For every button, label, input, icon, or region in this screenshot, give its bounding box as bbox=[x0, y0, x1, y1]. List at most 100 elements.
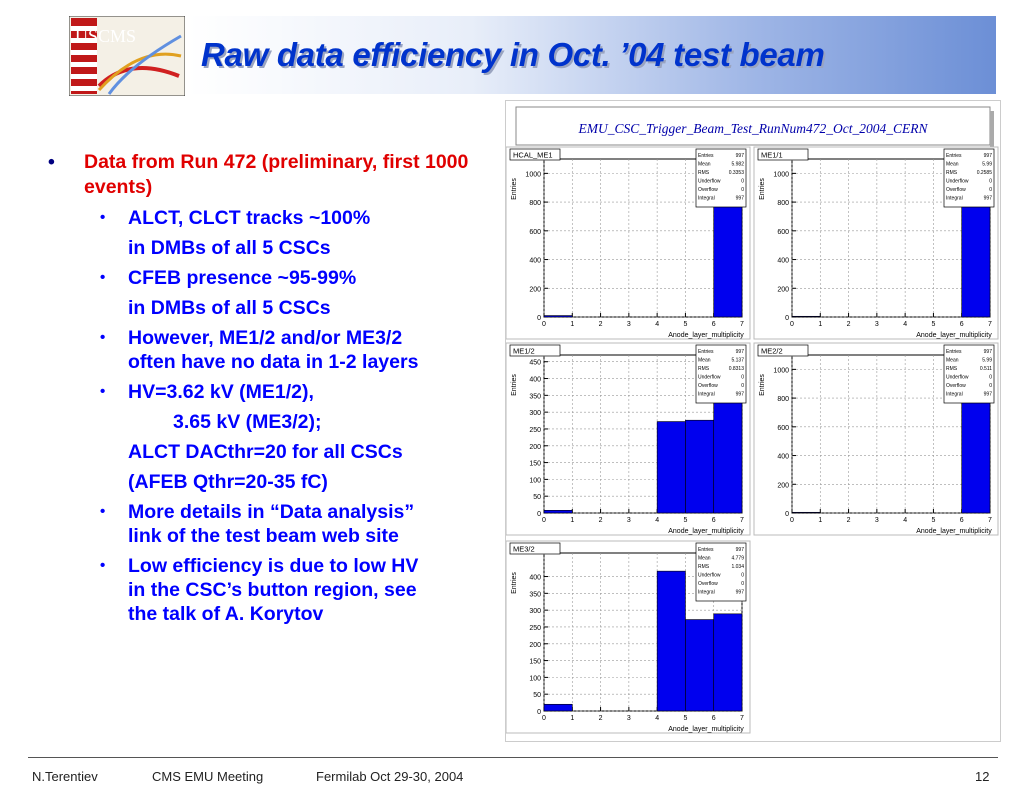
y-tick-label: 350 bbox=[529, 393, 541, 400]
stats-value: 5.137 bbox=[731, 358, 744, 364]
stats-value: 997 bbox=[984, 392, 993, 398]
stats-value: 0.2585 bbox=[977, 170, 993, 176]
histogram-panel: 0 200 400 600 800 1000 0 1 2 3 4 5 6 7 HCAL_ME1 Entries… bbox=[506, 146, 751, 340]
sub-bullet-line: link of the test beam web site bbox=[128, 525, 399, 547]
histogram-bar bbox=[656, 421, 686, 514]
y-tick-label: 600 bbox=[529, 229, 541, 236]
stats-value: 997 bbox=[736, 349, 745, 355]
slide-title: Raw data efficiency in Oct. ’04 test bea… bbox=[201, 36, 825, 73]
stats-key: Mean bbox=[946, 358, 959, 364]
stats-box bbox=[695, 148, 747, 208]
bullet-dot: • bbox=[100, 503, 106, 520]
y-tick-label: 400 bbox=[777, 258, 789, 265]
y-axis-label: Entries bbox=[511, 572, 518, 594]
y-tick-label: 150 bbox=[529, 659, 541, 666]
x-tick-label: 0 bbox=[542, 517, 546, 524]
x-tick-label: 4 bbox=[903, 517, 907, 524]
y-tick-label: 0 bbox=[785, 315, 789, 322]
sub-bullet: • However, ME1/2 and/or ME3/2 often have n… bbox=[48, 326, 498, 374]
histogram-bar bbox=[791, 315, 821, 318]
stats-key: RMS bbox=[698, 170, 710, 176]
stats-key: Entries bbox=[698, 349, 714, 355]
sub-bullet-line: CFEB presence ~95-99% bbox=[128, 267, 357, 289]
stats-key: RMS bbox=[946, 366, 958, 372]
stats-key: RMS bbox=[698, 366, 710, 372]
stats-value: 997 bbox=[736, 153, 745, 159]
sub-bullet-line: ALCT, CLCT tracks ~100% bbox=[128, 207, 371, 229]
footer-divider bbox=[28, 757, 998, 758]
x-tick-label: 5 bbox=[931, 321, 935, 328]
sub-bullet: • ALCT, CLCT tracks ~100% bbox=[48, 206, 498, 230]
sub-bullet-continuation: in DMBs of all 5 CSCs bbox=[128, 237, 331, 259]
y-tick-label: 200 bbox=[777, 286, 789, 293]
y-tick-label: 200 bbox=[529, 286, 541, 293]
sub-bullet-line: HV=3.62 kV (ME1/2), bbox=[128, 381, 314, 403]
histogram-bar bbox=[656, 570, 686, 712]
histogram-panel: 0 50 100 150 200 250 300 350 400 0 1 2 3 4 5 6 7 ME3/2 Ent… bbox=[506, 540, 751, 734]
figure-title-box bbox=[515, 106, 991, 146]
y-tick-label: 200 bbox=[529, 642, 541, 649]
x-tick-label: 6 bbox=[712, 321, 716, 328]
stats-value: 5.99 bbox=[982, 162, 992, 168]
bullet-list: • Data from Run 472 (preliminary, first 1… bbox=[48, 150, 498, 626]
y-tick-label: 600 bbox=[777, 425, 789, 432]
bullet-dot: • bbox=[48, 151, 55, 173]
stats-key: Integral bbox=[698, 392, 715, 398]
x-tick-label: 6 bbox=[712, 715, 716, 722]
stats-value: 997 bbox=[736, 392, 745, 398]
panel-name-box bbox=[509, 344, 561, 357]
x-tick-label: 5 bbox=[683, 321, 687, 328]
x-tick-label: 7 bbox=[740, 321, 744, 328]
y-tick-label: 800 bbox=[777, 396, 789, 403]
y-tick-label: 0 bbox=[537, 315, 541, 322]
figure-title: EMU_CSC_Trigger_Beam_Test_RunNum472_Oct_… bbox=[577, 121, 928, 136]
y-tick-label: 150 bbox=[529, 461, 541, 468]
stats-key: Overflow bbox=[698, 581, 718, 587]
stats-key: Underflow bbox=[698, 375, 721, 381]
stats-box bbox=[943, 148, 995, 208]
stats-key: Integral bbox=[946, 392, 963, 398]
x-tick-label: 0 bbox=[790, 517, 794, 524]
stats-value: 997 bbox=[984, 349, 993, 355]
y-tick-label: 400 bbox=[529, 258, 541, 265]
panel-name-box bbox=[509, 148, 561, 161]
panel-name: ME3/2 bbox=[513, 545, 535, 554]
title-banner bbox=[188, 16, 996, 94]
y-tick-label: 300 bbox=[529, 608, 541, 615]
bullet-main-text: Data from Run 472 (preliminary, first 10… bbox=[84, 151, 469, 198]
x-tick-label: 3 bbox=[875, 517, 879, 524]
stats-value: 0 bbox=[989, 375, 992, 381]
sub-bullet: • CFEB presence ~95-99% bbox=[48, 266, 498, 290]
panel-name: HCAL_ME1 bbox=[513, 151, 553, 160]
footer-meeting: CMS EMU Meeting bbox=[152, 769, 264, 784]
y-tick-label: 50 bbox=[533, 494, 541, 501]
y-axis-label: Entries bbox=[759, 178, 766, 200]
stats-key: Overflow bbox=[698, 383, 718, 389]
y-tick-label: 350 bbox=[529, 591, 541, 598]
sub-bullet: • More details in “Data analysis” link of … bbox=[48, 500, 498, 548]
x-tick-label: 6 bbox=[960, 321, 964, 328]
x-tick-label: 0 bbox=[542, 321, 546, 328]
stats-key: Underflow bbox=[698, 179, 721, 185]
stats-value: 0 bbox=[741, 383, 744, 389]
y-tick-label: 0 bbox=[785, 511, 789, 518]
stats-key: RMS bbox=[946, 170, 958, 176]
x-tick-label: 4 bbox=[655, 715, 659, 722]
bullet-dot: • bbox=[100, 209, 106, 226]
x-tick-label: 3 bbox=[627, 321, 631, 328]
sub-bullet-continuation: ALCT DACthr=20 for all CSCs bbox=[128, 441, 403, 463]
y-axis-label: Entries bbox=[511, 374, 518, 396]
y-tick-label: 100 bbox=[529, 477, 541, 484]
y-tick-label: 1000 bbox=[773, 367, 789, 374]
y-tick-label: 100 bbox=[529, 675, 541, 682]
stats-box bbox=[695, 542, 747, 602]
stats-key: Underflow bbox=[946, 179, 969, 185]
stats-value: 0 bbox=[741, 179, 744, 185]
y-tick-label: 800 bbox=[777, 200, 789, 207]
x-tick-label: 2 bbox=[599, 321, 603, 328]
stats-value: 5.982 bbox=[731, 162, 744, 168]
sub-bullet-continuation: in DMBs of all 5 CSCs bbox=[128, 297, 331, 319]
histogram-panel: 0 200 400 600 800 1000 0 1 2 3 4 5 6 7 ME1/1 Entries 997… bbox=[753, 146, 999, 340]
stats-key: Entries bbox=[946, 349, 962, 355]
x-tick-label: 3 bbox=[627, 517, 631, 524]
